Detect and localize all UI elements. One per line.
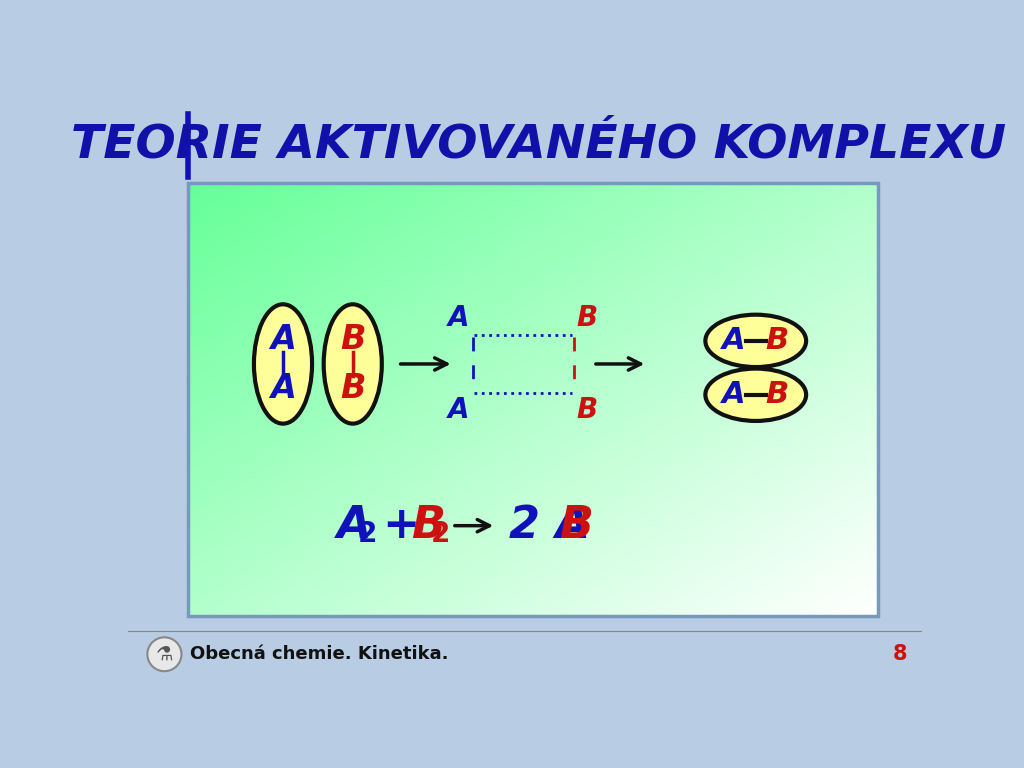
Ellipse shape [254, 304, 312, 424]
Text: 8: 8 [892, 644, 907, 664]
Ellipse shape [324, 304, 382, 424]
Text: B: B [766, 380, 790, 409]
Ellipse shape [706, 369, 806, 421]
Text: B: B [766, 326, 790, 356]
Text: TEORIE AKTIVOVANÉHO KOMPLEXU: TEORIE AKTIVOVANÉHO KOMPLEXU [72, 122, 1007, 167]
Text: A: A [337, 504, 372, 547]
Text: B: B [340, 372, 366, 405]
Text: B: B [577, 304, 598, 333]
Ellipse shape [706, 315, 806, 367]
Text: 2 A: 2 A [509, 504, 590, 547]
Text: A: A [722, 380, 745, 409]
Text: A: A [722, 326, 745, 356]
Text: B: B [340, 323, 366, 356]
Bar [188, 183, 879, 616]
Text: +: + [382, 504, 420, 547]
Text: ⚗: ⚗ [156, 645, 173, 664]
Text: A: A [270, 323, 296, 356]
Text: 2: 2 [357, 520, 377, 548]
Text: A: A [270, 372, 296, 405]
Text: B: B [559, 504, 593, 547]
Text: B: B [411, 504, 444, 547]
Text: 2: 2 [431, 520, 451, 548]
Text: A: A [449, 304, 470, 333]
Text: A: A [449, 396, 470, 423]
Circle shape [147, 637, 181, 671]
Text: Obecná chemie. Kinetika.: Obecná chemie. Kinetika. [190, 645, 449, 664]
Text: B: B [577, 396, 598, 423]
